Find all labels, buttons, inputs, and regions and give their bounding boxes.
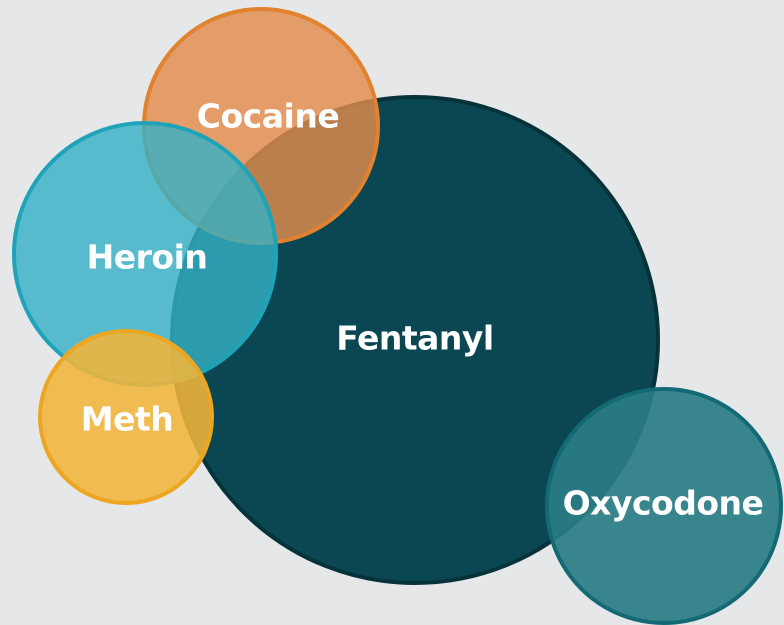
node-label: Fentanyl xyxy=(336,319,493,358)
oxycodone-circle xyxy=(545,387,783,625)
node-label: Oxycodone xyxy=(563,484,764,523)
node-label: Meth xyxy=(81,400,174,439)
node-label: Cocaine xyxy=(197,97,339,136)
meth-circle xyxy=(38,329,214,505)
node-label: Heroin xyxy=(87,238,208,277)
